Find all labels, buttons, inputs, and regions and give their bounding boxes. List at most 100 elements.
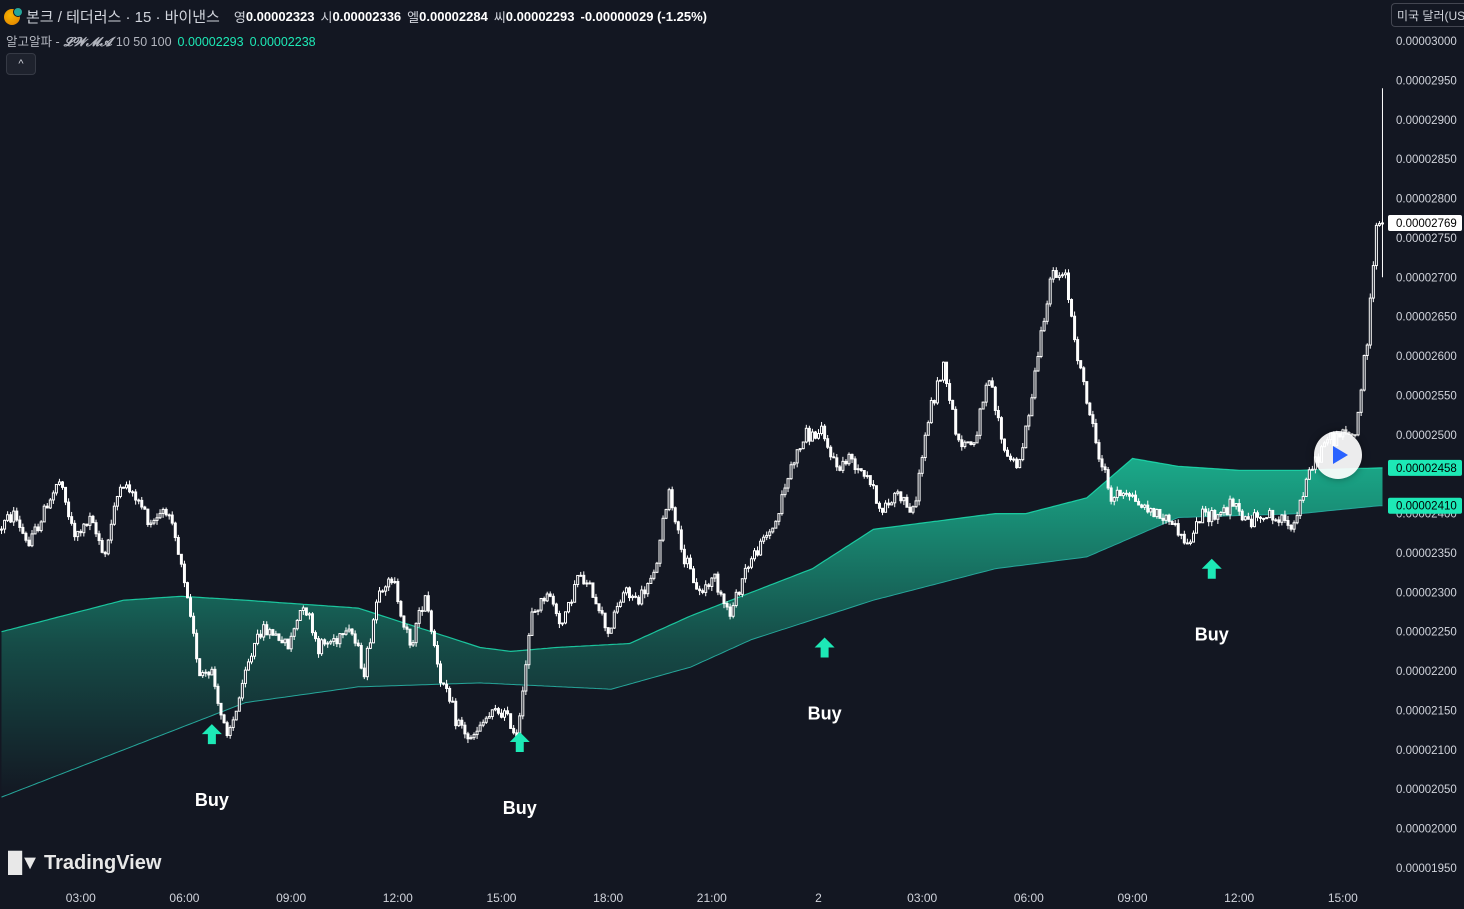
tradingview-logo[interactable]: █▼ TradingView — [8, 852, 161, 875]
candle-body — [545, 593, 549, 602]
candle — [454, 698, 458, 730]
candle-body — [280, 639, 284, 644]
candle-body — [746, 566, 750, 569]
candle-body — [179, 553, 183, 565]
candle — [347, 624, 351, 633]
symbol-header[interactable]: 본크 / 테더러스 · 15 · 바이낸스 영 0.00002323 시 0.000… — [4, 6, 707, 27]
candle — [960, 435, 964, 451]
candle — [1304, 477, 1308, 498]
candle-body — [935, 380, 939, 404]
candle — [1170, 520, 1174, 525]
candle-body — [271, 629, 275, 636]
candle — [1146, 500, 1150, 514]
candle — [12, 506, 16, 526]
candle — [1033, 367, 1037, 400]
candle — [307, 612, 311, 620]
price-axis[interactable]: 0.00003000 0.00002950 0.00002900 0.00002850… — [1384, 0, 1464, 885]
time-axis[interactable]: 03:00 06:00 09:00 12:00 15:00 18:00 21:00 2 03:0… — [0, 885, 1464, 909]
candle-body — [359, 645, 363, 669]
candle — [48, 497, 52, 509]
play-replay-button[interactable] — [1314, 431, 1362, 479]
candle-body — [524, 664, 528, 692]
candle-body — [981, 401, 985, 410]
candle-body — [1255, 512, 1259, 518]
candle — [695, 578, 699, 590]
candle-body — [850, 453, 854, 460]
collapse-legend-button[interactable]: ^ — [6, 53, 36, 75]
candle — [874, 485, 878, 504]
candle-body — [1033, 370, 1037, 399]
time-tick-label: 09:00 — [276, 891, 306, 905]
candle-body — [743, 567, 747, 580]
time-tick-label: 12:00 — [383, 891, 413, 905]
candle-body — [716, 573, 720, 593]
candle-body — [100, 540, 104, 553]
candle — [1063, 269, 1067, 279]
candle-body — [884, 502, 888, 513]
candle — [957, 433, 961, 443]
candle-body — [1091, 414, 1095, 424]
candle — [1295, 511, 1299, 525]
candle-body — [210, 668, 214, 676]
candle — [387, 577, 391, 592]
candle-body — [1063, 272, 1067, 276]
candle-body — [725, 603, 729, 608]
buy-label: Buy — [195, 790, 229, 810]
candle — [289, 632, 293, 652]
candle-body — [874, 485, 878, 504]
time-tick-label: 15:00 — [486, 891, 516, 905]
candle-body — [18, 519, 22, 528]
candle-body — [1204, 508, 1208, 513]
candle-body — [1103, 466, 1107, 471]
candle — [45, 503, 49, 509]
symbol-title[interactable]: 본크 / 테더러스 · 15 · 바이낸스 — [26, 9, 220, 26]
candle — [902, 496, 906, 506]
candle-body — [155, 517, 159, 521]
candle — [146, 508, 150, 527]
candle — [384, 585, 388, 596]
candle-body — [222, 714, 226, 724]
candle-body — [216, 685, 220, 704]
candle — [865, 471, 869, 479]
candle-body — [1131, 494, 1135, 497]
candle — [628, 586, 632, 602]
candle — [713, 573, 717, 582]
candle-body — [795, 449, 799, 464]
candle-body — [307, 613, 311, 616]
candle — [442, 682, 446, 686]
price-tag-label: 0.00002458 — [1396, 463, 1457, 475]
indicator-params: 10 50 100 — [115, 35, 172, 49]
candle-body — [60, 481, 64, 488]
candle-body — [356, 642, 360, 647]
candle — [817, 429, 821, 440]
candle — [228, 725, 232, 739]
candle — [240, 679, 244, 701]
candle-body — [1124, 492, 1128, 495]
candle — [353, 630, 357, 647]
candle-body — [993, 386, 997, 411]
candle-body — [1246, 516, 1250, 520]
candle — [679, 525, 683, 553]
candle — [24, 531, 28, 543]
candle-body — [804, 427, 808, 443]
candle — [213, 666, 217, 690]
candle — [594, 593, 598, 605]
candle-body — [262, 624, 266, 638]
price-tick-label: 0.00002550 — [1396, 390, 1457, 402]
candle — [73, 520, 77, 541]
currency-button[interactable]: 미국 달러(USD) — [1391, 3, 1464, 27]
candle-body — [670, 489, 674, 509]
candle — [1289, 524, 1293, 532]
candle — [256, 629, 260, 646]
candle-body — [310, 613, 314, 634]
candle-body — [661, 517, 665, 541]
candle-body — [975, 434, 979, 444]
candle-body — [682, 548, 686, 565]
candle — [731, 602, 735, 619]
candle-body — [740, 578, 744, 595]
band-fill — [1, 458, 1383, 798]
candle-body — [1057, 275, 1061, 278]
indicator-legend[interactable]: 알고알파 - 𝓛𝓦𝓜𝓐 10 50 100 0.00002293 0.00002238 — [6, 31, 316, 50]
buy-signal: Buy — [808, 637, 842, 723]
